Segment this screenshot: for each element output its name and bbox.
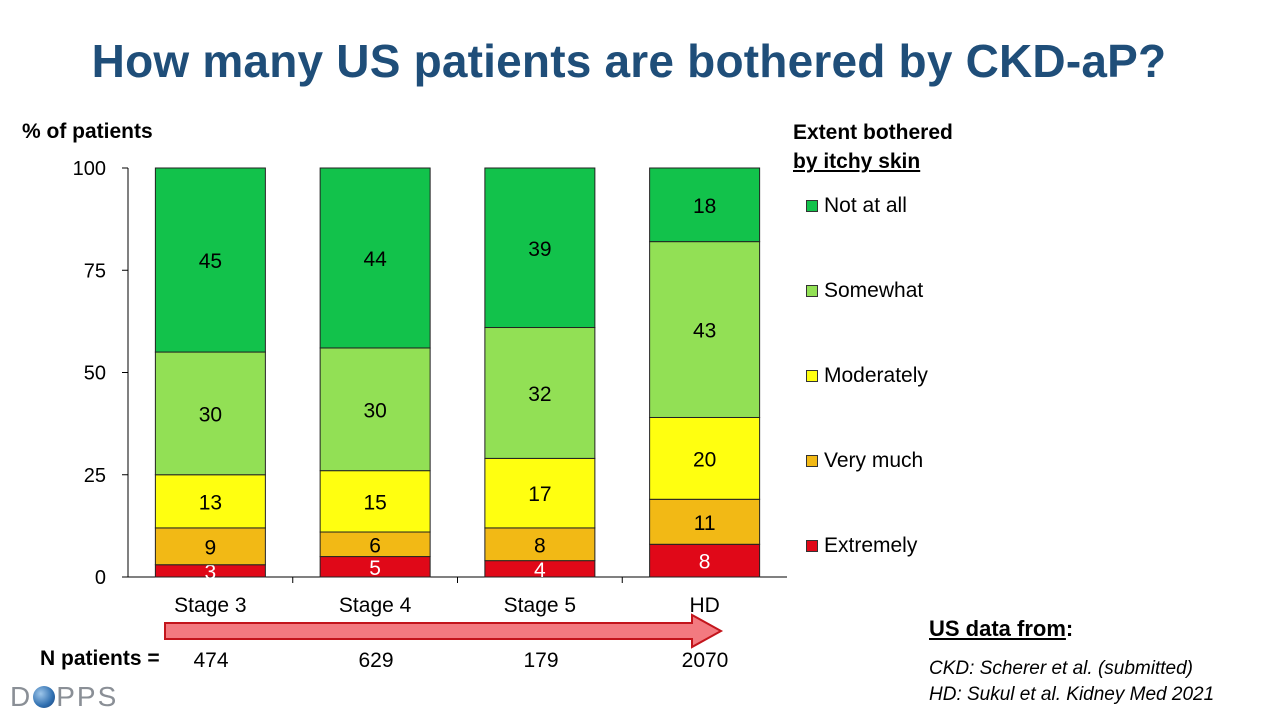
legend-swatch — [806, 455, 818, 467]
bar-segment — [484, 457, 596, 529]
data-label: 4 — [534, 559, 546, 582]
y-tick-label: 50 — [84, 363, 106, 385]
data-label: 30 — [199, 403, 222, 426]
data-label: 9 — [205, 536, 217, 559]
category-label: HD — [689, 594, 719, 617]
data-label: 20 — [693, 448, 716, 471]
data-label: 44 — [363, 248, 387, 271]
data-label: 17 — [528, 483, 551, 506]
bar-segment — [319, 470, 431, 533]
legend-title-line1: Extent bothered — [793, 121, 953, 144]
legend-item-very-much: Very much — [806, 449, 923, 473]
y-tick-label: 100 — [73, 158, 106, 180]
legend-item-not-at-all: Not at all — [806, 194, 907, 218]
legend-label: Very much — [824, 449, 924, 472]
bar-segment — [319, 167, 431, 349]
legend-label: Not at all — [824, 194, 907, 217]
bar-segment — [484, 167, 596, 329]
page-title: How many US patients are bothered by CKD… — [91, 35, 1167, 87]
category-label: Stage 3 — [174, 594, 246, 617]
n-patients-label: N patients = — [40, 647, 160, 670]
logo-text-d: D — [10, 681, 33, 712]
bar-segment — [154, 167, 266, 353]
legend-swatch — [806, 285, 818, 297]
progression-arrow — [164, 613, 724, 649]
sources-heading: US data from: — [929, 616, 1073, 642]
data-label: 8 — [699, 551, 711, 574]
data-label: 15 — [363, 491, 386, 514]
y-axis-label: % of patients — [22, 120, 153, 143]
legend-title: Extent bothered by itchy skin — [793, 118, 953, 176]
bar-segment — [484, 527, 596, 562]
data-label: 6 — [369, 534, 381, 557]
globe-icon — [33, 686, 56, 708]
bar-segment — [649, 167, 761, 243]
category-label: Stage 4 — [339, 594, 412, 617]
source-hd: HD: Sukul et al. Kidney Med 2021 — [929, 684, 1215, 705]
legend-label: Somewhat — [824, 279, 924, 302]
data-label: 39 — [528, 238, 551, 261]
data-label: 45 — [199, 250, 222, 273]
legend-label: Extremely — [824, 534, 918, 557]
data-label: 32 — [528, 383, 551, 406]
bar-segment — [649, 543, 761, 578]
dopps-logo: D PPS — [10, 681, 118, 713]
category-label: Stage 5 — [504, 594, 576, 617]
legend-swatch — [806, 200, 818, 212]
n-patients-stage5: 179 — [523, 649, 559, 672]
n-patients-stage4: 629 — [358, 649, 394, 672]
legend-item-moderately: Moderately — [806, 364, 928, 388]
y-tick-label: 0 — [95, 567, 106, 589]
data-label: 30 — [363, 399, 386, 422]
data-label: 18 — [693, 195, 716, 218]
data-label: 3 — [205, 561, 217, 584]
source-ckd: CKD: Scherer et al. (submitted) — [929, 658, 1193, 679]
legend-item-somewhat: Somewhat — [806, 279, 923, 303]
y-tick-label: 75 — [84, 260, 106, 282]
bar-segment — [649, 241, 761, 418]
bar-segment — [649, 416, 761, 500]
sources-heading-text: US data from — [929, 616, 1066, 641]
n-patients-hd: 2070 — [681, 649, 729, 672]
logo-text-pps: PPS — [56, 681, 119, 712]
data-label: 8 — [534, 534, 546, 557]
sources-heading-colon: : — [1065, 616, 1074, 641]
legend-swatch — [806, 540, 818, 552]
data-label: 43 — [693, 320, 716, 343]
y-tick-label: 25 — [84, 465, 106, 487]
bar-segment — [319, 531, 431, 558]
legend-title-line2: by itchy skin — [793, 150, 921, 173]
data-label: 11 — [694, 512, 716, 535]
legend-swatch — [806, 370, 818, 382]
legend-item-extremely: Extremely — [806, 534, 917, 558]
bar-segment — [319, 347, 431, 472]
data-label: 5 — [369, 557, 381, 580]
n-patients-stage3: 474 — [193, 649, 229, 672]
data-label: 13 — [199, 491, 222, 514]
legend-label: Moderately — [824, 364, 928, 387]
